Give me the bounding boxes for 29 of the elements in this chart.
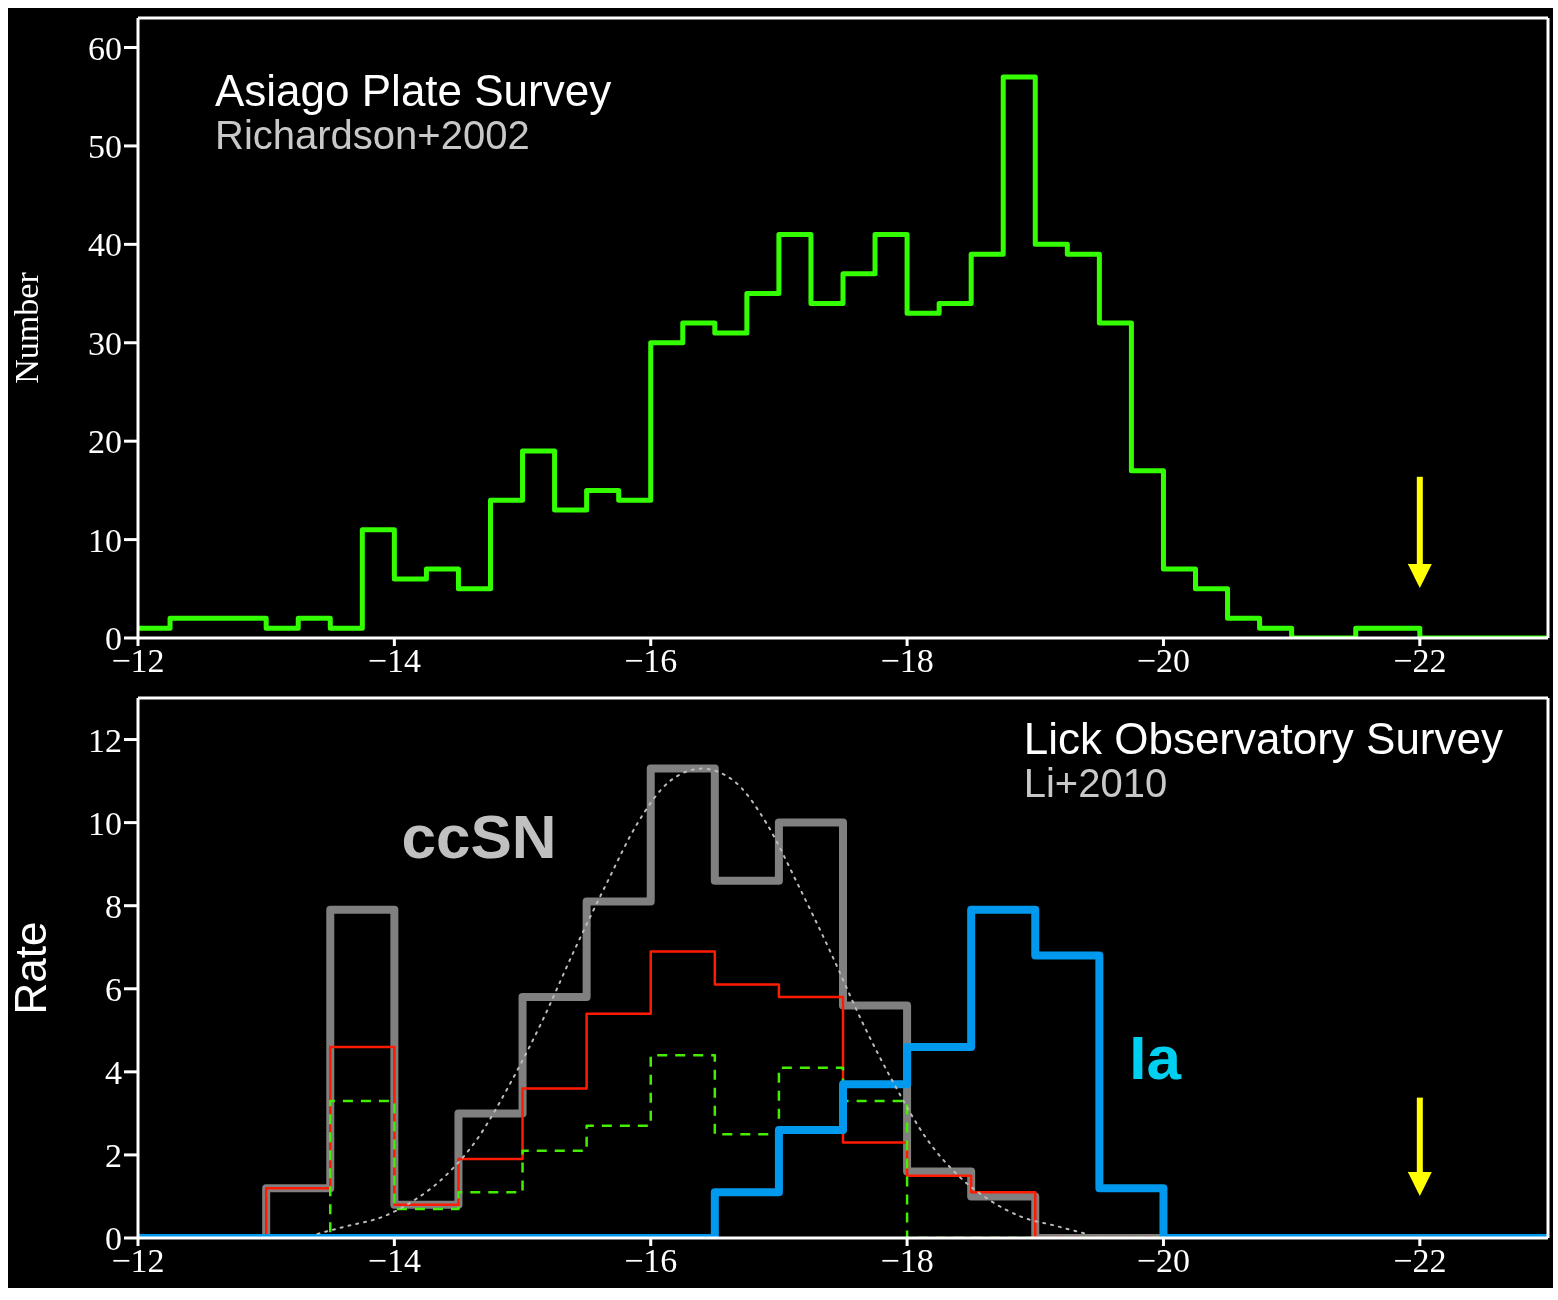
x-tick-label: −14 xyxy=(367,1242,421,1280)
y-tick-label: 8 xyxy=(105,887,122,925)
y-tick-label: 60 xyxy=(88,29,122,67)
series-label: ccSN xyxy=(401,801,557,871)
x-tick-label: −16 xyxy=(624,1242,678,1280)
y-tick-label: 10 xyxy=(88,521,122,559)
x-tick-label: −22 xyxy=(1393,1242,1447,1280)
text: Li+2010 xyxy=(1023,761,1168,806)
text: Asiago Plate Survey xyxy=(215,66,612,115)
y-tick-label: 40 xyxy=(88,226,122,264)
y-tick-label: 4 xyxy=(105,1053,122,1091)
x-tick-label: −16 xyxy=(624,642,678,680)
x-tick-label: −14 xyxy=(367,642,421,680)
x-tick-label: −22 xyxy=(1393,642,1447,680)
y-tick-label: 12 xyxy=(88,721,122,759)
y-tick-label: 6 xyxy=(105,970,122,1008)
x-tick-label: −20 xyxy=(1136,642,1191,680)
x-tick-label: −18 xyxy=(880,1242,934,1280)
y-tick-label: 2 xyxy=(105,1136,122,1174)
x-tick-label: −20 xyxy=(1136,1242,1191,1280)
y-axis-title: Rate xyxy=(5,921,55,1015)
y-tick-label: 10 xyxy=(88,804,122,842)
y-tick-label: 30 xyxy=(88,324,122,362)
y-tick-label: 20 xyxy=(88,423,122,461)
x-tick-label: −18 xyxy=(880,642,934,680)
series-label: Ia xyxy=(1129,1022,1182,1092)
chart-title: Lick Observatory Survey xyxy=(1023,714,1503,763)
y-tick-label: 50 xyxy=(88,128,122,166)
y-axis-title: Number xyxy=(8,271,46,384)
